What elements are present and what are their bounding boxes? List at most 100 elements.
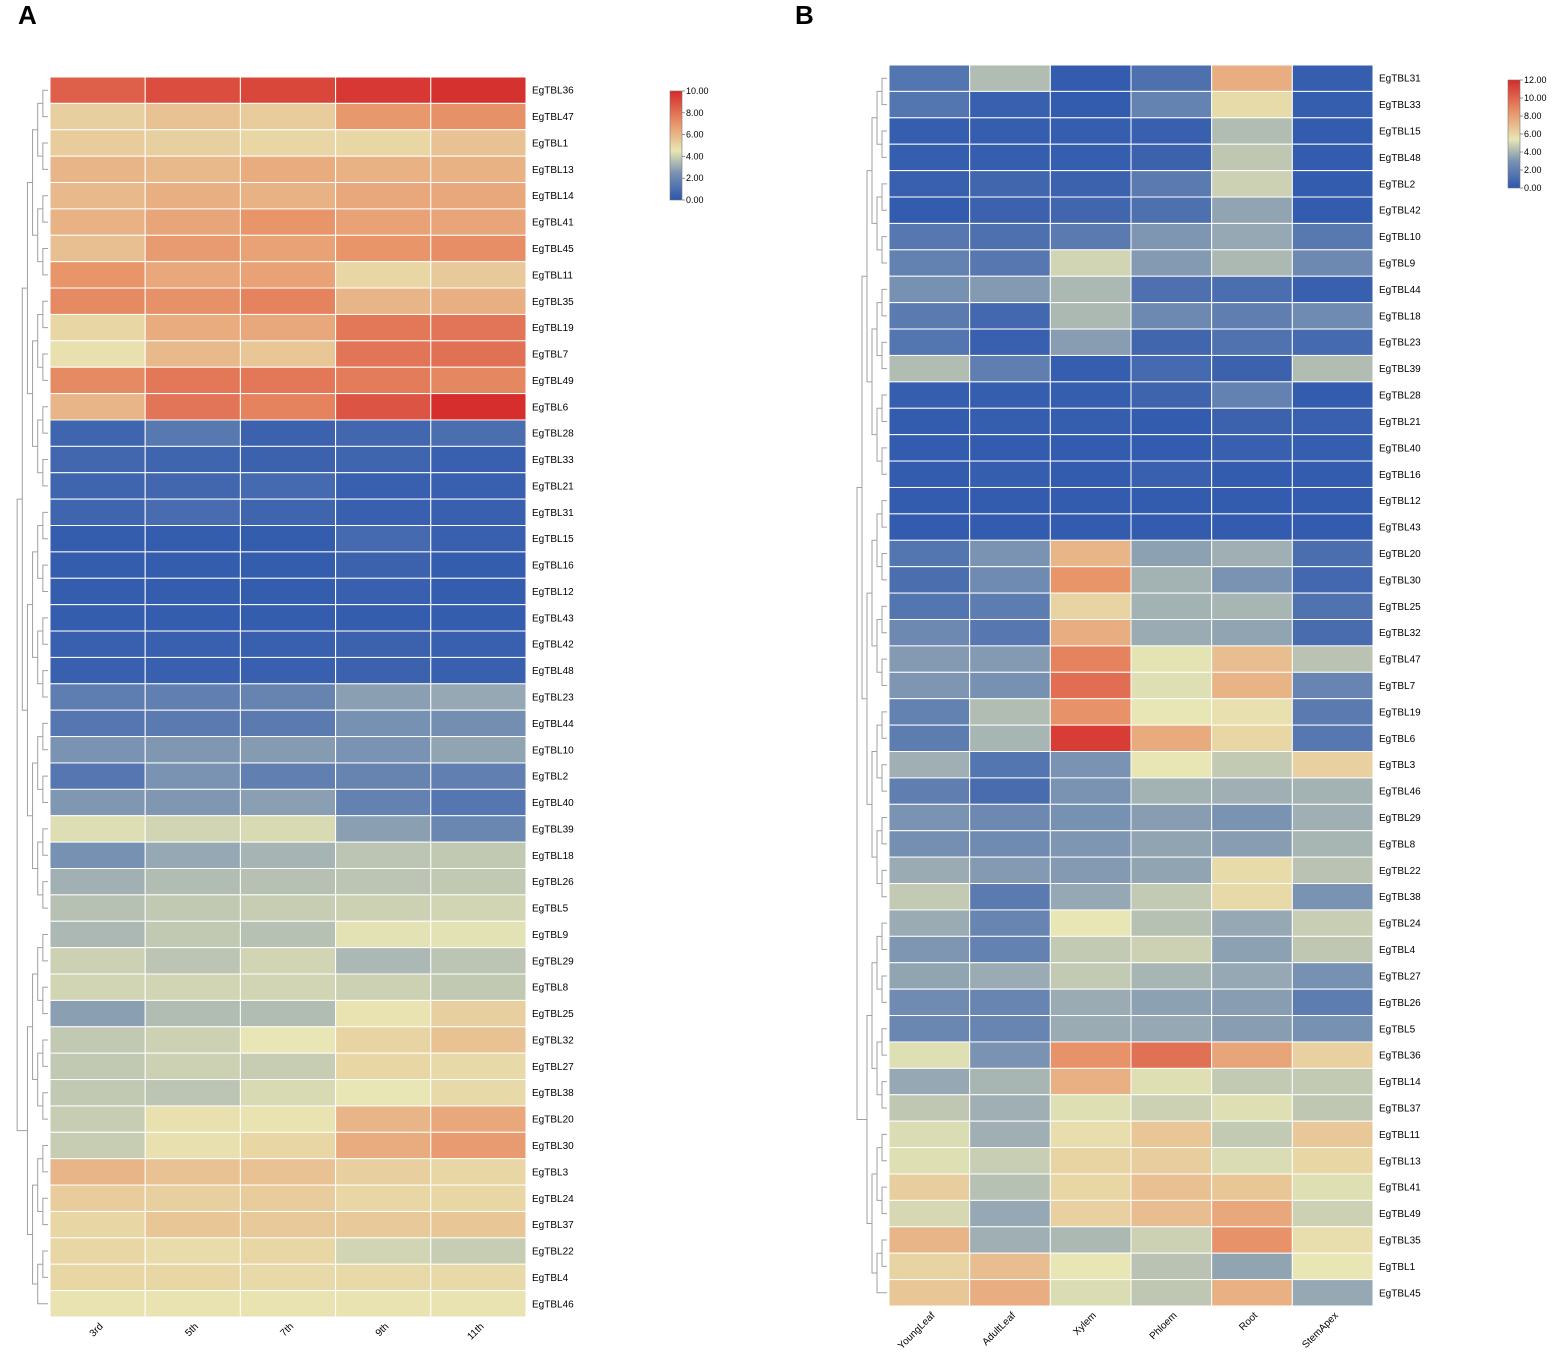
row-label: EgTBL47 (1379, 655, 1421, 666)
heatmap-cell (49, 999, 146, 1028)
heatmap-cell (1049, 777, 1132, 805)
heatmap-cell (239, 841, 337, 869)
heatmap-cell (49, 445, 146, 474)
heatmap-cell (430, 1079, 527, 1107)
heatmap-cell (335, 683, 432, 711)
heatmap-cell (888, 883, 971, 911)
heatmap-cell (969, 1015, 1051, 1043)
heatmap-cell (1130, 1147, 1213, 1175)
heatmap-cell (969, 1041, 1051, 1069)
heatmap-cell (430, 867, 527, 896)
heatmap-cell (430, 894, 527, 922)
heatmap-cell (888, 354, 971, 383)
heatmap-cell (335, 340, 432, 368)
heatmap-cell (969, 830, 1051, 858)
heatmap-cell (430, 313, 527, 342)
row-label: EgTBL45 (1379, 1288, 1421, 1299)
heatmap-cell (239, 551, 337, 579)
row-label: EgTBL38 (1379, 892, 1421, 903)
heatmap-cell (335, 1237, 432, 1265)
heatmap-cell (969, 909, 1051, 937)
a-branch-37 (32, 551, 38, 658)
row-label: EgTBL13 (532, 165, 574, 176)
heatmap-cell (239, 472, 337, 500)
heatmap-cell (1049, 1147, 1132, 1175)
heatmap-cell (969, 777, 1051, 805)
b-branch-7 (881, 447, 887, 475)
row-label: EgTBL14 (532, 191, 574, 202)
heatmap-cell (335, 551, 432, 579)
heatmap-cell (144, 366, 241, 395)
a-branch-29 (37, 736, 43, 790)
heatmap-cell (430, 1263, 527, 1292)
heatmap-cell (430, 630, 527, 658)
heatmap-cell (1130, 777, 1213, 805)
heatmap-cell (1291, 1252, 1374, 1281)
row-label: EgTBL5 (532, 904, 569, 915)
row-label: EgTBL8 (1379, 839, 1416, 850)
heatmap-cell (888, 539, 971, 568)
heatmap-cell (1291, 90, 1374, 119)
heatmap-cell (430, 498, 527, 527)
a-branch-26 (37, 419, 43, 474)
row-label: EgTBL21 (532, 481, 574, 492)
heatmap-cell (239, 1184, 337, 1212)
heatmap-cell (888, 645, 971, 673)
heatmap-cell (1211, 539, 1293, 568)
row-label: EgTBL22 (1379, 866, 1421, 877)
colorbar-tick-label: 4.00 (686, 151, 704, 161)
heatmap-cell (888, 222, 971, 251)
heatmap-cell (1211, 1120, 1293, 1149)
panel-letter-a: A (18, 0, 37, 30)
heatmap-cell (888, 170, 971, 198)
heatmap-cell (1130, 592, 1213, 620)
heatmap-cell (1130, 513, 1213, 541)
heatmap-cell (430, 683, 527, 711)
heatmap-cell (1211, 909, 1293, 937)
heatmap-cell (335, 736, 432, 764)
heatmap-cell (1211, 803, 1293, 832)
heatmap-cell (49, 498, 146, 527)
heatmap-cell (144, 1105, 241, 1133)
heatmap-cell (144, 1079, 241, 1107)
heatmap-cell (335, 525, 432, 553)
heatmap-cell (1291, 1041, 1374, 1069)
heatmap-cell (144, 788, 241, 817)
heatmap-cell (1211, 935, 1293, 964)
heatmap-cell (144, 419, 241, 447)
b-branch-2 (881, 183, 887, 211)
heatmap-cell (1049, 1279, 1132, 1307)
row-label: EgTBL25 (1379, 602, 1421, 613)
heatmap-cell (1211, 1252, 1293, 1281)
b-branch-43 (866, 1015, 872, 1224)
heatmap-cell (888, 1279, 971, 1307)
row-label: EgTBL18 (1379, 311, 1421, 322)
heatmap-cell (335, 920, 432, 949)
column-label: 3rd (88, 1321, 106, 1339)
heatmap-cell (144, 525, 241, 553)
heatmap-cell (239, 788, 337, 817)
heatmap-cell (144, 551, 241, 579)
heatmap-cell (1291, 883, 1374, 911)
column-label: AdultLeaf (980, 1310, 1018, 1348)
a-branch-23 (37, 102, 43, 157)
heatmap-cell (239, 683, 337, 711)
heatmap-cell (1130, 830, 1213, 858)
row-labels-a: EgTBL36 EgTBL47 EgTBL1 EgTBL13 EgTBL14 EgTBL4… (532, 86, 574, 1311)
row-label: EgTBL45 (532, 244, 574, 255)
heatmap-cell (1130, 460, 1213, 488)
column-labels-a: 3rd 5th 7th 9th 11th (88, 1321, 487, 1342)
heatmap-cell (1211, 249, 1293, 277)
row-label: EgTBL46 (532, 1299, 574, 1310)
heatmap-cell (969, 222, 1051, 251)
heatmap-cell (888, 777, 971, 805)
heatmap-cell (1291, 751, 1374, 779)
a-branch-7 (42, 459, 48, 487)
row-label: EgTBL7 (532, 350, 569, 361)
heatmap-cell (1291, 143, 1374, 172)
b-branch-28 (876, 618, 882, 673)
heatmap-cell (144, 129, 241, 157)
heatmap-cell (1211, 1226, 1293, 1254)
heatmap-cell (430, 1290, 527, 1318)
heatmap-cell (430, 340, 527, 368)
